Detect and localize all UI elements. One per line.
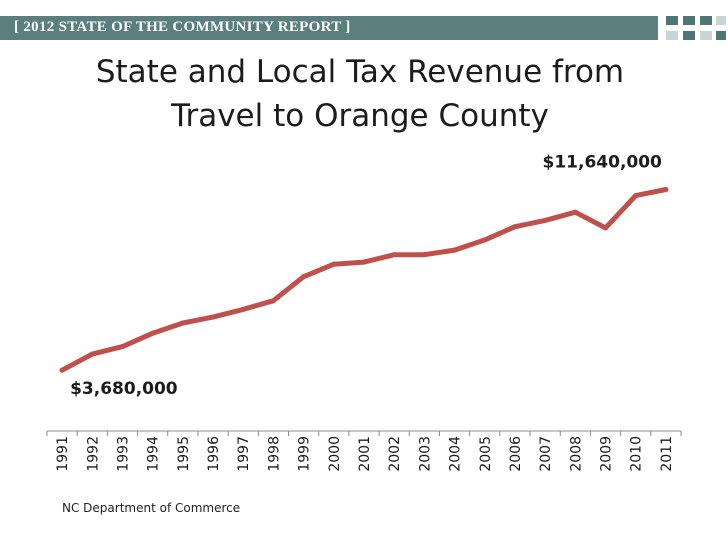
logo-square xyxy=(683,31,695,40)
x-tick-label: 2008 xyxy=(568,436,584,472)
logo-square xyxy=(683,16,695,25)
data-point xyxy=(572,209,578,215)
series-line xyxy=(59,187,669,373)
logo-square xyxy=(716,16,726,25)
data-point xyxy=(663,187,669,193)
x-tick-label: 1999 xyxy=(297,436,313,472)
x-tick-label: 1995 xyxy=(176,436,192,472)
x-tick-label: 1996 xyxy=(206,436,222,472)
data-point xyxy=(512,224,518,230)
data-point xyxy=(150,330,156,336)
source-note: NC Department of Commerce xyxy=(62,501,241,515)
data-point xyxy=(89,351,95,357)
report-banner: [ 2012 STATE OF THE COMMUNITY REPORT ] xyxy=(0,16,658,40)
logo-grid-icon xyxy=(666,16,728,48)
data-label: $11,640,000 xyxy=(543,153,663,173)
data-point xyxy=(603,225,609,231)
x-tick-label: 1992 xyxy=(85,436,101,472)
logo-square xyxy=(666,31,678,40)
chart-title-line-1: State and Local Tax Revenue from xyxy=(95,54,625,90)
x-tick-label: 2003 xyxy=(417,436,433,472)
data-point xyxy=(482,237,488,243)
data-point xyxy=(59,367,65,373)
chart-title-line-2: Travel to Orange County xyxy=(171,98,549,134)
x-tick-label: 2009 xyxy=(599,436,615,472)
data-point xyxy=(180,320,186,326)
data-point xyxy=(391,252,397,258)
data-point xyxy=(421,252,427,258)
x-tick-label: 2007 xyxy=(538,436,554,472)
data-point xyxy=(542,217,548,223)
x-tick-label: 2000 xyxy=(327,436,343,472)
data-point xyxy=(210,314,216,320)
data-point xyxy=(633,193,639,199)
logo-square xyxy=(716,31,726,40)
x-tick-label: 2001 xyxy=(357,436,373,472)
data-label: $3,680,000 xyxy=(70,379,178,399)
data-point xyxy=(301,274,307,280)
data-point xyxy=(331,261,337,267)
data-point xyxy=(270,298,276,304)
x-tick-label: 1994 xyxy=(146,436,162,472)
report-banner-text: [ 2012 STATE OF THE COMMUNITY REPORT ] xyxy=(14,19,351,35)
x-tick-label: 1991 xyxy=(55,436,71,472)
x-tick-label: 2006 xyxy=(508,436,524,472)
x-tick-label: 1997 xyxy=(236,436,252,472)
chart-title: State and Local Tax Revenue from Travel … xyxy=(60,50,660,138)
data-point xyxy=(240,306,246,312)
x-tick-label: 2005 xyxy=(478,436,494,472)
data-point xyxy=(452,247,458,253)
x-tick-label: 2004 xyxy=(448,436,464,472)
data-point xyxy=(119,344,125,350)
logo-square xyxy=(700,31,712,40)
x-tick-label: 1993 xyxy=(115,436,131,472)
x-tick-label: 1998 xyxy=(266,436,282,472)
logo-square xyxy=(666,16,678,25)
x-tick-label: 2010 xyxy=(629,436,645,472)
x-tick-label: 2002 xyxy=(387,436,403,472)
data-point xyxy=(361,259,367,265)
logo-square xyxy=(700,16,712,25)
x-tick-label: 2011 xyxy=(659,436,675,472)
